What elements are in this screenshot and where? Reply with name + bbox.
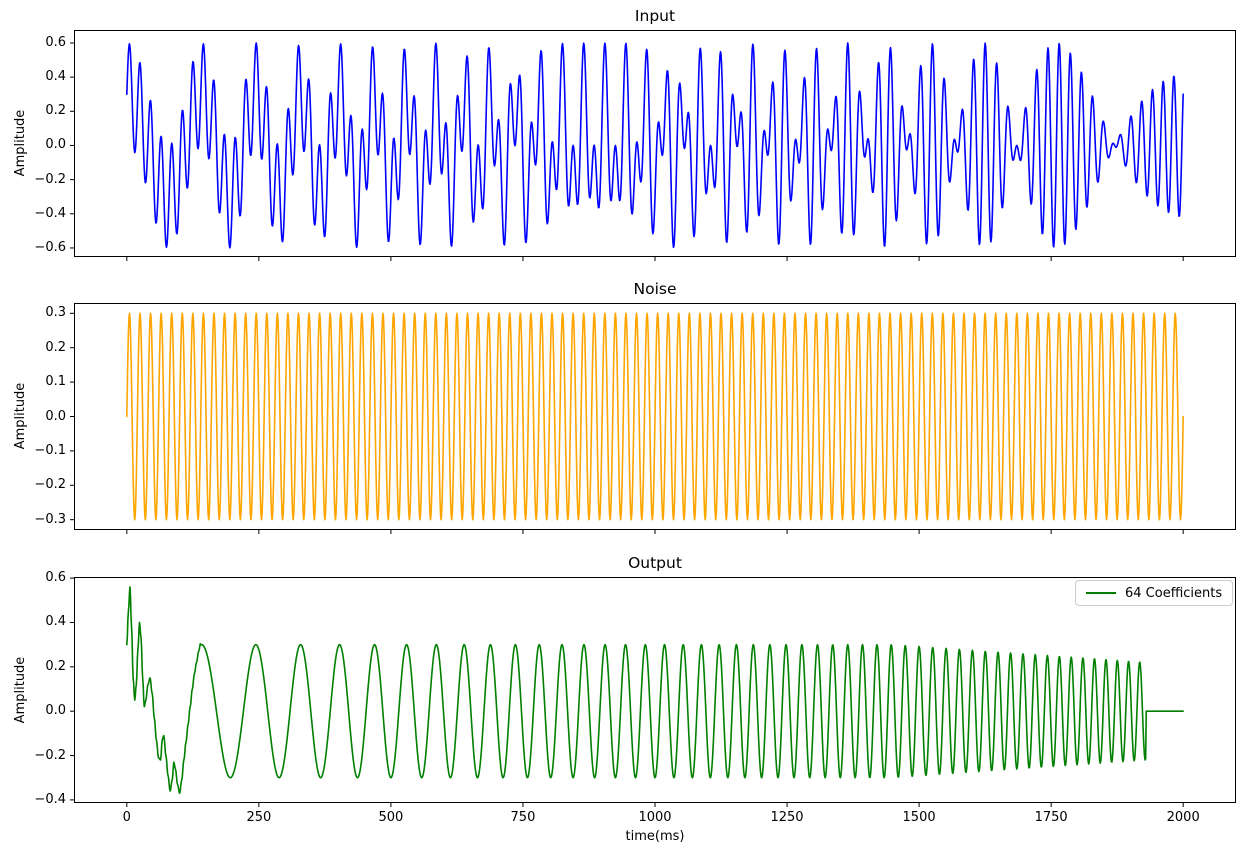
y-tick-label: 0.2 (45, 339, 66, 355)
plot-area-output (70, 577, 1236, 807)
y-tick-label: 0.3 (45, 305, 66, 321)
x-tick-label: 750 (510, 810, 536, 825)
y-tick-label: −0.4 (34, 791, 66, 807)
x-tick-label: 2000 (1166, 810, 1200, 825)
x-tick-label: 0 (122, 810, 131, 825)
y-tick-label: 0.2 (45, 658, 66, 674)
plot-area-input (70, 30, 1236, 261)
input-line (126, 42, 1184, 249)
x-axis-label: time(ms) (625, 829, 685, 844)
y-axis-label-output: Amplitude (13, 656, 28, 724)
y-tick-label: 0.0 (45, 137, 66, 153)
y-tick-label: 0.4 (45, 69, 66, 85)
axes-spines (74, 30, 1236, 257)
y-tick-label: 0.1 (45, 374, 66, 390)
legend: 64 Coefficients (1075, 580, 1234, 606)
y-tick-label: 0.2 (45, 103, 66, 119)
y-tick-label: 0.6 (45, 34, 66, 50)
chart-title-input: Input (634, 7, 676, 25)
x-tick-label: 1500 (902, 810, 936, 825)
plot-area-noise (70, 303, 1236, 534)
chart-title-noise: Noise (633, 280, 677, 298)
x-tick-label: 1750 (1034, 810, 1068, 825)
x-tick-label: 250 (246, 810, 272, 825)
y-tick-label: −0.2 (34, 477, 66, 493)
x-tick-label: 500 (378, 810, 404, 825)
y-tick-label: −0.2 (34, 171, 66, 187)
legend-line-sample (1086, 592, 1116, 594)
y-tick-label: −0.3 (34, 511, 66, 527)
axes-spines (74, 303, 1236, 530)
x-tick-label: 1250 (770, 810, 804, 825)
output-line (126, 586, 1184, 795)
y-tick-label: −0.4 (34, 205, 66, 221)
x-tick-label: 1000 (638, 810, 672, 825)
y-tick-label: 0.0 (45, 408, 66, 424)
y-tick-label: −0.1 (34, 442, 66, 458)
y-tick-label: 0.0 (45, 703, 66, 719)
noise-line (126, 312, 1184, 521)
y-tick-label: 0.6 (45, 570, 66, 586)
y-tick-label: −0.6 (34, 239, 66, 255)
y-tick-label: −0.2 (34, 747, 66, 763)
legend-label: 64 Coefficients (1125, 585, 1223, 601)
axes-spines (74, 577, 1236, 803)
y-tick-label: 0.4 (45, 614, 66, 630)
chart-title-output: Output (628, 554, 682, 572)
